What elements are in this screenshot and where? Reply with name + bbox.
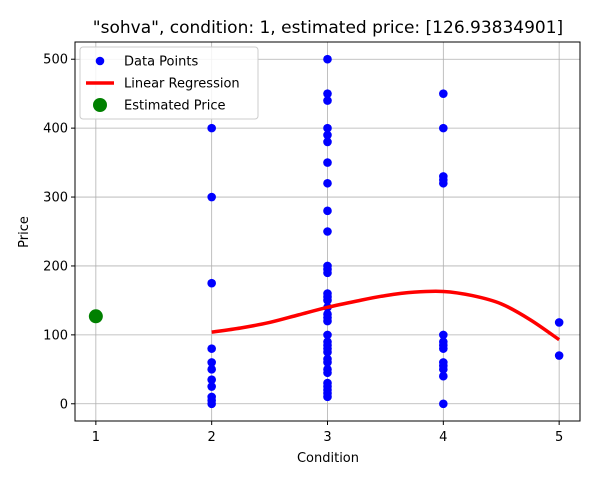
x-tick-label: 2 xyxy=(208,430,216,445)
legend-label: Estimated Price xyxy=(124,99,226,114)
data-point xyxy=(207,365,216,374)
data-point xyxy=(207,278,216,288)
data-point xyxy=(207,358,216,367)
x-tick-label: 1 xyxy=(92,430,100,445)
data-point xyxy=(554,351,564,360)
data-point xyxy=(439,365,448,374)
x-axis-label: Condition xyxy=(297,451,359,466)
y-tick-label: 300 xyxy=(43,191,68,206)
data-point xyxy=(323,296,332,305)
data-point xyxy=(439,344,448,353)
data-point xyxy=(207,375,216,384)
data-point xyxy=(323,206,332,216)
data-point xyxy=(439,123,448,133)
plot-area xyxy=(88,54,564,409)
data-point xyxy=(439,89,448,98)
y-axis: 0 100 200 300 400 500 xyxy=(43,53,75,412)
data-point xyxy=(554,318,564,327)
data-point xyxy=(323,54,332,64)
x-tick-label: 5 xyxy=(555,430,563,445)
data-point xyxy=(207,399,216,409)
data-point xyxy=(323,130,332,140)
data-point xyxy=(323,368,332,378)
data-point xyxy=(323,268,332,278)
regression-line xyxy=(211,289,561,342)
data-point xyxy=(323,347,332,357)
legend-label: Data Points xyxy=(124,55,198,70)
data-point xyxy=(323,358,332,367)
data-point xyxy=(207,382,216,391)
data-point xyxy=(323,96,332,105)
legend: Data Points Linear Regression Estimated Pr… xyxy=(79,46,259,120)
legend-box xyxy=(79,46,259,120)
chart-title: "sohva", condition: 1, estimated price: … xyxy=(93,18,563,38)
data-point xyxy=(323,89,332,98)
legend-swatch-dot xyxy=(95,56,105,66)
data-point xyxy=(439,178,448,188)
data-point xyxy=(323,137,332,147)
legend-label: Linear Regression xyxy=(124,77,240,92)
data-point xyxy=(323,178,332,188)
data-point xyxy=(439,371,448,381)
data-point xyxy=(207,123,216,133)
data-point xyxy=(323,123,332,133)
y-axis-label: Price xyxy=(17,216,32,248)
data-point xyxy=(439,399,448,409)
estimated-price-point xyxy=(88,309,103,324)
data-point xyxy=(207,192,216,202)
data-point xyxy=(439,330,448,340)
x-tick-label: 4 xyxy=(439,430,447,445)
x-axis: 1 2 3 4 5 xyxy=(92,421,563,445)
data-point xyxy=(323,158,332,167)
y-tick-label: 400 xyxy=(43,122,68,137)
y-tick-label: 200 xyxy=(43,259,68,274)
x-tick-label: 3 xyxy=(323,430,331,445)
legend-swatch-dot xyxy=(93,98,107,112)
data-point xyxy=(323,392,332,402)
y-tick-label: 500 xyxy=(43,53,68,68)
y-tick-label: 0 xyxy=(60,397,68,412)
y-tick-label: 100 xyxy=(43,328,68,343)
data-point xyxy=(207,344,216,353)
data-point xyxy=(323,227,332,236)
data-point xyxy=(323,330,332,340)
data-point xyxy=(323,316,332,326)
